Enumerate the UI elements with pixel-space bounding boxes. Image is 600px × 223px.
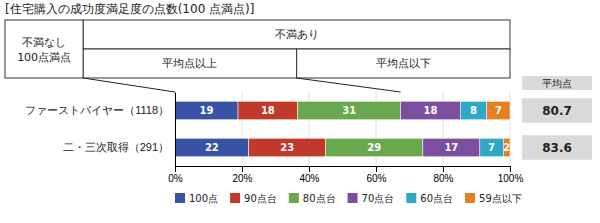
bar xyxy=(298,101,401,120)
x-tick-mark xyxy=(510,166,511,172)
header-table: 不満なし 100点満点 不満あり平均点以上 平均点以下 xyxy=(5,20,510,78)
x-tick: 60% xyxy=(366,166,386,184)
bar xyxy=(460,101,487,120)
data-label: 19 xyxy=(200,105,214,116)
x-tick-label: 40% xyxy=(299,173,319,184)
x-tick-mark xyxy=(443,166,444,172)
x-tick-label: 0% xyxy=(168,173,183,184)
data-label: 29 xyxy=(367,142,381,153)
annotation: 平均点以下 xyxy=(376,57,431,70)
legend-item: 100点 xyxy=(175,193,218,204)
data-label: 7 xyxy=(488,142,495,153)
data-label: 23 xyxy=(280,142,294,153)
x-tick-label: 80% xyxy=(433,173,453,184)
data-label: 31 xyxy=(342,105,356,116)
x-tick-label: 60% xyxy=(366,173,386,184)
annotation: 不満あり xyxy=(275,28,319,41)
connector-line xyxy=(83,78,175,92)
x-tick-label: 20% xyxy=(232,173,252,184)
annotation: 100点満点 xyxy=(17,51,71,64)
legend-label: 70点台 xyxy=(362,193,395,204)
legend-swatch xyxy=(465,193,475,203)
x-axis: 0% 20% 40% 60% 80% 100% xyxy=(168,166,523,184)
annotation: 不満なし xyxy=(22,36,66,49)
x-tick: 20% xyxy=(232,166,252,184)
bar xyxy=(503,138,510,157)
data-label: 18 xyxy=(261,105,275,116)
header-cell xyxy=(83,49,296,78)
average-header: 平均点 xyxy=(542,78,572,89)
legend-item: 59点以下 xyxy=(465,193,522,204)
bars xyxy=(175,101,510,157)
x-tick-label: 100% xyxy=(498,173,524,184)
grid xyxy=(175,92,510,166)
data-label: 8 xyxy=(470,105,477,116)
legend-item: 60点台 xyxy=(406,193,453,204)
bar xyxy=(175,101,238,120)
legend-label: 59点以下 xyxy=(479,193,522,204)
bar xyxy=(238,101,298,120)
data-label: 22 xyxy=(205,142,219,153)
x-tick-mark xyxy=(175,166,176,172)
legend-swatch xyxy=(289,193,299,203)
bar xyxy=(175,138,249,157)
legend-swatch xyxy=(406,193,416,203)
average-box xyxy=(522,135,592,160)
data-label: 18 xyxy=(423,105,437,116)
bar xyxy=(326,138,423,157)
y-axis: ファーストバイヤー（1118） 二・三次取得（291） xyxy=(25,93,175,167)
data-label: 7 xyxy=(495,105,502,116)
bar-series xyxy=(460,101,503,157)
legend-label: 80点台 xyxy=(303,193,336,204)
y-axis-domain xyxy=(175,93,176,167)
x-tick: 80% xyxy=(433,166,453,184)
average-box xyxy=(522,98,592,123)
header-cell xyxy=(5,20,83,78)
legend: 100点 90点台 80点台 70点台 60点台 59点以下 xyxy=(175,193,522,204)
average-value: 80.7 xyxy=(542,104,572,118)
x-tick: 0% xyxy=(168,166,183,184)
x-tick-mark xyxy=(242,166,243,172)
data-label: 17 xyxy=(444,142,458,153)
chart-svg: [住宅購入の成功度満足度の点数(100 点満点)] 19 22 18 23 31 29 18 1… xyxy=(0,0,600,223)
bar xyxy=(401,101,461,120)
bar xyxy=(423,138,480,157)
y-tick: ファーストバイヤー（1118） xyxy=(25,104,175,116)
bar xyxy=(487,101,510,120)
legend-item: 80点台 xyxy=(289,193,336,204)
legend-label: 100点 xyxy=(189,193,218,204)
average-panel: 平均点 80.7 83.6 xyxy=(522,76,592,160)
x-tick-mark xyxy=(376,166,377,172)
average-header-box xyxy=(522,76,592,90)
legend-label: 90点台 xyxy=(244,193,277,204)
bar xyxy=(249,138,326,157)
data-label: 2 xyxy=(503,142,510,153)
x-axis-domain xyxy=(176,166,511,167)
title: [住宅購入の成功度満足度の点数(100 点満点)] xyxy=(5,2,254,16)
connector-line xyxy=(297,78,401,92)
legend-label: 60点台 xyxy=(420,193,453,204)
annotation: 平均点以上 xyxy=(162,57,217,70)
y-tick-label: 二・三次取得（291） xyxy=(63,141,169,153)
x-tick: 100% xyxy=(498,166,524,184)
bar xyxy=(480,138,503,157)
x-tick: 40% xyxy=(299,166,319,184)
grid-line xyxy=(175,92,176,166)
legend-item: 90点台 xyxy=(230,193,277,204)
y-tick-label: ファーストバイヤー（1118） xyxy=(25,104,169,116)
legend-item: 70点台 xyxy=(348,193,395,204)
header-cell xyxy=(83,20,510,49)
legend-swatch xyxy=(175,193,185,203)
header-cell xyxy=(297,49,510,78)
y-tick: 二・三次取得（291） xyxy=(63,141,175,153)
connectors xyxy=(83,78,400,92)
legend-swatch xyxy=(230,193,240,203)
average-value: 83.6 xyxy=(542,141,572,155)
x-tick-mark xyxy=(309,166,310,172)
bar-series xyxy=(487,101,510,157)
data-labels: 19221823312918178772 xyxy=(200,105,511,153)
bar-series xyxy=(175,101,249,157)
legend-swatch xyxy=(348,193,358,203)
